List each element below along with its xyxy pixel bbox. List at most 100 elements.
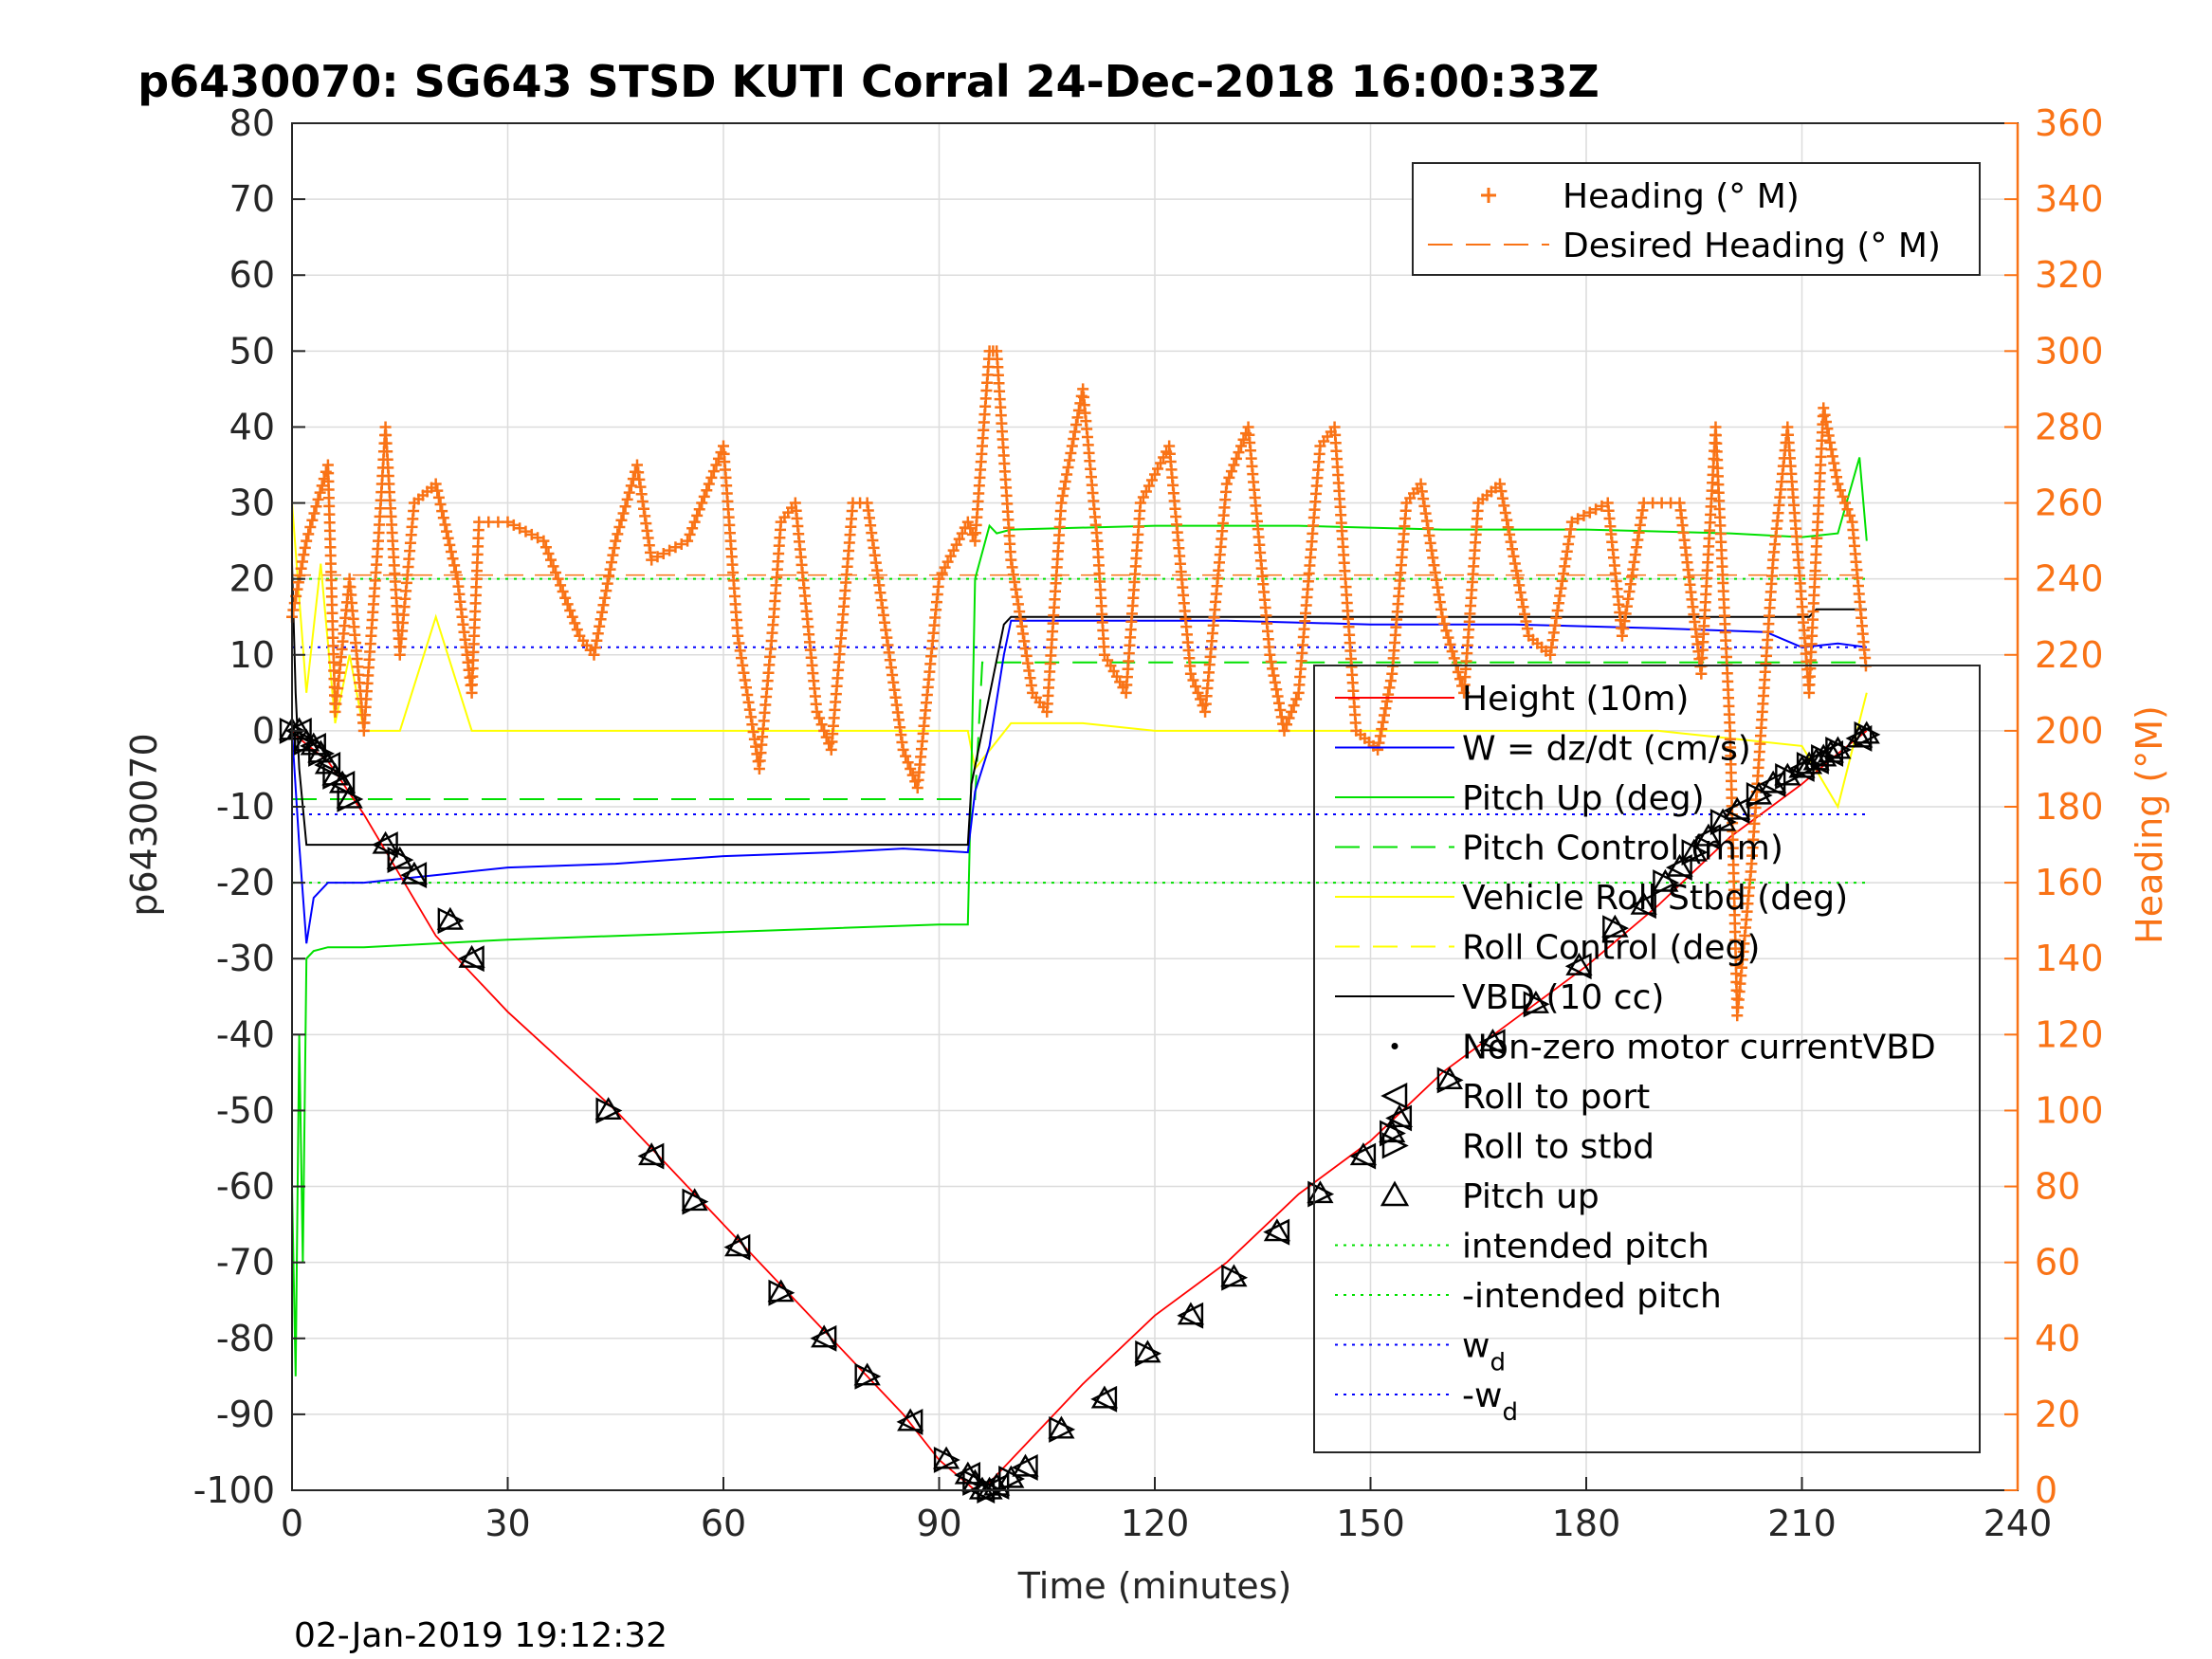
heading-marker bbox=[1184, 667, 1197, 680]
heading-marker bbox=[710, 459, 722, 471]
heading-marker bbox=[447, 553, 459, 565]
y2-tick-label: 180 bbox=[2035, 786, 2104, 828]
heading-marker bbox=[623, 486, 635, 499]
heading-marker bbox=[316, 480, 328, 492]
heading-marker bbox=[598, 592, 611, 604]
heading-marker bbox=[1583, 506, 1596, 519]
heading-marker bbox=[1844, 509, 1856, 521]
y-tick-label: 40 bbox=[229, 406, 275, 447]
heading-marker bbox=[1418, 500, 1431, 512]
heading-marker bbox=[733, 637, 745, 649]
y2-axis-label: Heading (°M) bbox=[2129, 705, 2170, 944]
heading-marker bbox=[902, 757, 914, 769]
x-tick-label: 30 bbox=[484, 1503, 530, 1544]
heading-marker bbox=[594, 620, 606, 632]
heading-marker bbox=[1556, 574, 1568, 587]
y2-tick-label: 60 bbox=[2035, 1242, 2080, 1284]
heading-marker bbox=[1620, 600, 1633, 612]
heading-marker bbox=[625, 480, 637, 492]
markers-layer bbox=[278, 717, 1881, 1504]
heading-marker bbox=[1024, 672, 1036, 684]
y2-tick-label: 260 bbox=[2035, 483, 2104, 524]
tick-layer: 0 30 60 90 120 150 180 210 24080706050403020100-… bbox=[193, 102, 2104, 1544]
heading-marker bbox=[664, 544, 676, 556]
y-tick-label: -80 bbox=[216, 1318, 275, 1359]
roll-port-marker bbox=[810, 1324, 837, 1352]
heading-marker bbox=[1516, 593, 1528, 606]
legend-main-label: Non-zero motor currentVBD bbox=[1462, 1029, 1936, 1067]
heading-marker bbox=[1504, 528, 1516, 540]
heading-marker bbox=[569, 617, 581, 629]
heading-marker bbox=[1496, 492, 1508, 504]
heading-marker bbox=[1286, 705, 1298, 718]
heading-marker bbox=[1372, 743, 1384, 756]
roll-stbd-marker bbox=[337, 786, 364, 812]
heading-marker bbox=[933, 573, 945, 585]
legend-main-label: Vehicle Roll Stbd (deg) bbox=[1462, 879, 1848, 918]
heading-marker bbox=[688, 516, 701, 528]
heading-marker bbox=[1622, 592, 1635, 605]
heading-marker bbox=[1425, 544, 1437, 556]
y-tick-label: 70 bbox=[229, 178, 275, 220]
heading-marker bbox=[1618, 622, 1630, 634]
heading-marker bbox=[1563, 531, 1576, 543]
legend-main-label: VBD (10 cc) bbox=[1462, 978, 1664, 1017]
heading-marker bbox=[605, 556, 617, 569]
heading-marker bbox=[1501, 514, 1513, 526]
roll-stbd-marker bbox=[933, 1447, 960, 1473]
heading-marker bbox=[740, 682, 753, 694]
heading-marker bbox=[1502, 521, 1514, 534]
heading-marker bbox=[1629, 549, 1641, 561]
heading-marker bbox=[1006, 561, 1018, 574]
legend-heading-label: Heading (° M) bbox=[1563, 177, 1800, 216]
x-tick-label: 180 bbox=[1552, 1503, 1621, 1544]
y-axis-label: p6430070 bbox=[123, 733, 165, 916]
heading-marker bbox=[1271, 690, 1284, 702]
roll-port-marker bbox=[1478, 1029, 1506, 1056]
heading-marker bbox=[1828, 457, 1840, 469]
heading-marker bbox=[1495, 485, 1508, 498]
heading-marker bbox=[1290, 693, 1303, 705]
heading-marker bbox=[1416, 485, 1428, 498]
heading-marker bbox=[1423, 530, 1435, 542]
heading-marker bbox=[439, 519, 451, 531]
heading-marker bbox=[483, 516, 495, 528]
heading-marker bbox=[815, 719, 828, 731]
heading-marker bbox=[1058, 483, 1070, 495]
heading-marker bbox=[1424, 537, 1436, 549]
heading-marker bbox=[953, 533, 965, 545]
heading-marker bbox=[1505, 536, 1517, 548]
heading-marker bbox=[1235, 440, 1247, 452]
heading-marker bbox=[1422, 522, 1435, 535]
heading-marker bbox=[691, 509, 704, 521]
heading-marker bbox=[1377, 716, 1389, 728]
heading-marker bbox=[600, 585, 612, 597]
heading-marker bbox=[1444, 638, 1456, 650]
heading-marker bbox=[1514, 586, 1526, 598]
heading-marker bbox=[701, 484, 713, 497]
legend-main-label: wd bbox=[1462, 1327, 1506, 1377]
heading-marker bbox=[1376, 723, 1388, 736]
heading-marker bbox=[445, 546, 457, 558]
heading-marker bbox=[1220, 478, 1233, 490]
heading-marker bbox=[1564, 523, 1577, 536]
roll-port-marker bbox=[457, 945, 484, 973]
heading-marker bbox=[741, 689, 754, 702]
heading-marker bbox=[737, 659, 749, 671]
heading-marker bbox=[1005, 554, 1017, 566]
heading-marker bbox=[693, 503, 705, 516]
heading-marker bbox=[594, 613, 607, 626]
heading-marker bbox=[1829, 464, 1841, 476]
y-tick-label: -50 bbox=[216, 1089, 275, 1131]
footer-timestamp: 02-Jan-2019 19:12:32 bbox=[294, 1616, 667, 1655]
heading-marker bbox=[750, 740, 762, 753]
heading-marker bbox=[1547, 627, 1560, 639]
heading-marker bbox=[295, 562, 307, 574]
heading-marker bbox=[1549, 619, 1562, 631]
heading-marker bbox=[552, 573, 564, 585]
pitch-control-line bbox=[292, 661, 1867, 800]
heading-marker bbox=[1023, 665, 1035, 677]
reference-lines bbox=[292, 574, 1867, 884]
heading-marker bbox=[288, 597, 301, 610]
heading-marker bbox=[1494, 478, 1506, 490]
